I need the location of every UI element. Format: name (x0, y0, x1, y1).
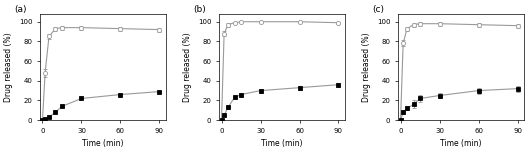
Y-axis label: Drug released (%): Drug released (%) (183, 32, 192, 102)
Text: (a): (a) (15, 5, 27, 14)
X-axis label: Time (min): Time (min) (440, 139, 482, 148)
X-axis label: Time (min): Time (min) (261, 139, 303, 148)
Y-axis label: Drug released (%): Drug released (%) (362, 32, 371, 102)
X-axis label: Time (min): Time (min) (82, 139, 123, 148)
Text: (c): (c) (373, 5, 385, 14)
Text: (b): (b) (194, 5, 206, 14)
Y-axis label: Drug released (%): Drug released (%) (4, 32, 13, 102)
